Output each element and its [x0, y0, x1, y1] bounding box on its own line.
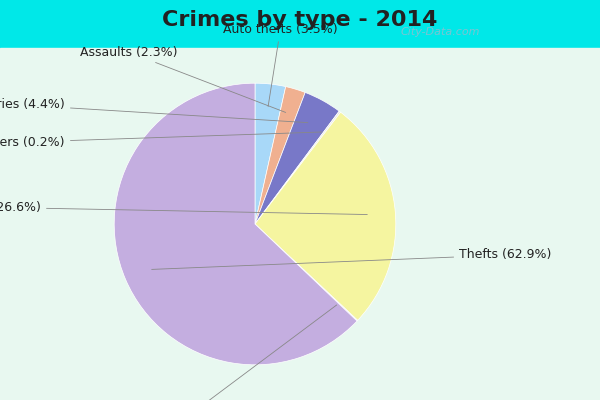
- Wedge shape: [114, 83, 357, 365]
- Text: Crimes by type - 2014: Crimes by type - 2014: [163, 10, 437, 30]
- Text: Murders (0.2%): Murders (0.2%): [0, 132, 322, 149]
- Text: Burglaries (26.6%): Burglaries (26.6%): [0, 201, 367, 214]
- Bar: [0, 48, 600, 400]
- Text: Robberies (4.4%): Robberies (4.4%): [0, 98, 308, 123]
- Text: Rapes (0.1%): Rapes (0.1%): [136, 305, 337, 400]
- Wedge shape: [255, 112, 396, 320]
- Wedge shape: [255, 83, 286, 224]
- Text: Assaults (2.3%): Assaults (2.3%): [80, 46, 286, 112]
- Text: Thefts (62.9%): Thefts (62.9%): [152, 248, 551, 270]
- Wedge shape: [255, 111, 341, 224]
- Wedge shape: [255, 224, 358, 321]
- Text: City-Data.com: City-Data.com: [401, 27, 480, 37]
- Wedge shape: [255, 92, 339, 224]
- Wedge shape: [255, 86, 305, 224]
- Text: Auto thefts (3.5%): Auto thefts (3.5%): [223, 23, 338, 106]
